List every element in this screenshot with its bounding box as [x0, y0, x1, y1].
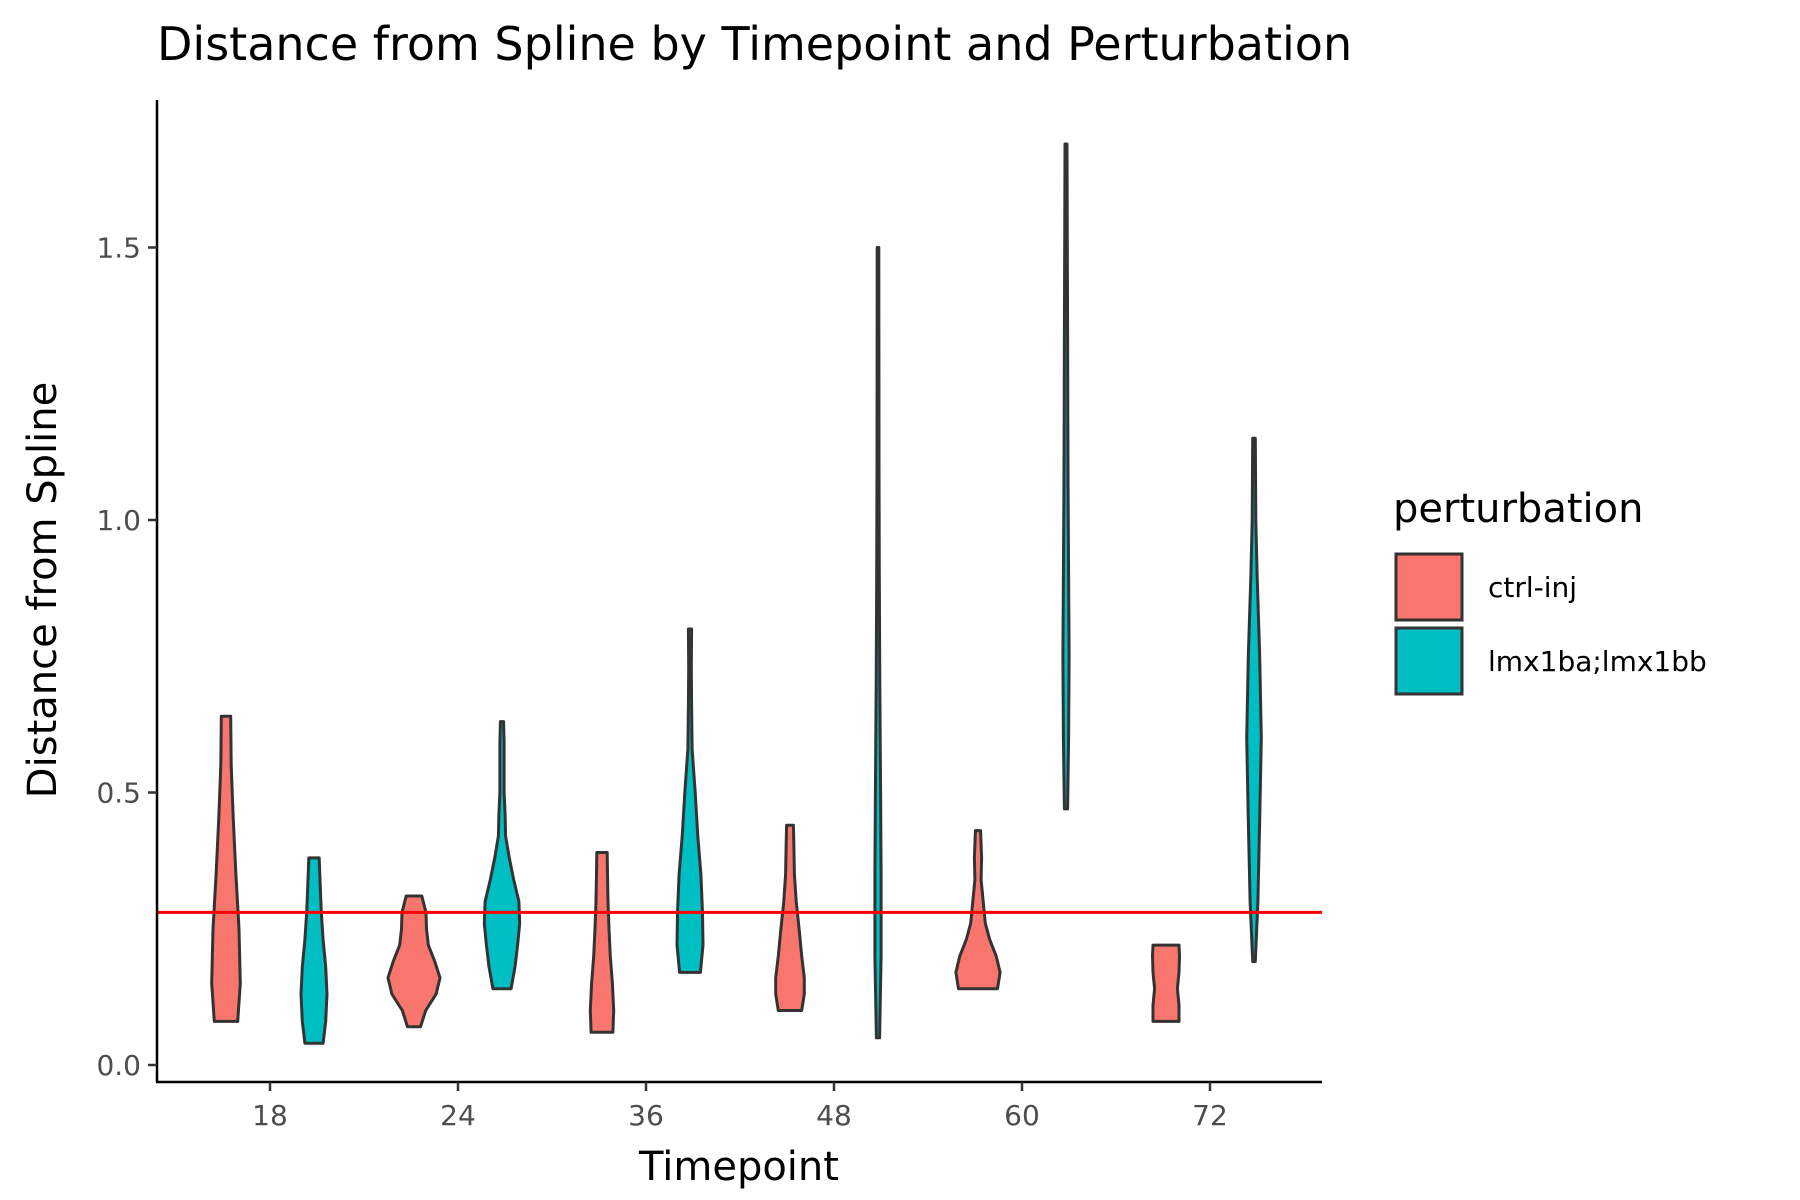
legend-swatch-lmx1ba-lmx1bb — [1394, 626, 1464, 696]
x-tick-label: 72 — [1192, 1099, 1228, 1132]
x-tick-label: 24 — [440, 1099, 476, 1132]
y-tick-label: 0.0 — [96, 1049, 141, 1082]
y-axis-title: Distance from Spline — [20, 382, 66, 798]
violin-ctrl-inj-18 — [210, 714, 242, 1023]
y-tick-label: 0.5 — [96, 777, 141, 810]
violin-lmx1ba-lmx1bb-72 — [1245, 436, 1263, 963]
legend-title: perturbation — [1393, 486, 1643, 532]
x-tick-label: 36 — [628, 1099, 664, 1132]
y-tick-label: 1.0 — [96, 504, 141, 537]
legend-swatch-ctrl-inj — [1394, 552, 1464, 622]
violin-lmx1ba-lmx1bb-24 — [482, 720, 522, 991]
violin-ctrl-inj-48 — [774, 823, 806, 1012]
y-tick-label: 1.5 — [96, 232, 141, 265]
x-tick-label: 48 — [816, 1099, 852, 1132]
violin-lmx1ba-lmx1bb-36 — [675, 627, 705, 974]
violin-ctrl-inj-60 — [954, 829, 1002, 991]
legend: perturbation ctrl-inj lmx1ba;lmx1bb — [1393, 486, 1707, 696]
x-tick-label: 18 — [252, 1099, 288, 1132]
legend-label-ctrl-inj: ctrl-inj — [1488, 571, 1577, 604]
x-axis-title: Timepoint — [638, 1144, 839, 1190]
violin-ctrl-inj-36 — [588, 851, 616, 1034]
x-tick-label: 60 — [1004, 1099, 1040, 1132]
violin-ctrl-inj-24 — [386, 894, 442, 1029]
y-axis-ticks: 0.0 0.5 1.0 1.5 — [96, 232, 157, 1082]
chart-title: Distance from Spline by Timepoint and Pe… — [157, 17, 1352, 71]
violin-ctrl-inj-72 — [1151, 943, 1181, 1023]
legend-label-lmx1ba-lmx1bb: lmx1ba;lmx1bb — [1488, 645, 1707, 678]
plot-area — [157, 142, 1322, 1045]
violin-lmx1ba-lmx1bb-60 — [1061, 142, 1071, 811]
violin-lmx1ba-lmx1bb-18 — [299, 856, 329, 1045]
violin-lmx1ba-lmx1bb-48 — [873, 246, 883, 1040]
x-axis-ticks: 18 24 36 48 60 72 — [252, 1082, 1228, 1132]
